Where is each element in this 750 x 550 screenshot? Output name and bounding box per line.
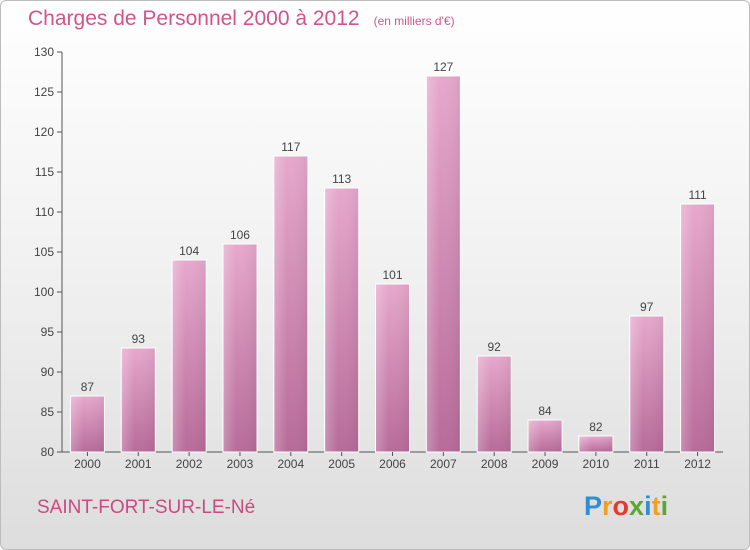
bar-value-label: 111 xyxy=(688,188,707,202)
x-tick-label: 2009 xyxy=(532,457,559,471)
y-tick-label: 105 xyxy=(34,245,54,259)
bar-value-label: 87 xyxy=(81,380,95,394)
bar-value-label: 93 xyxy=(132,332,146,346)
y-tick-label: 100 xyxy=(34,285,54,299)
bar-group xyxy=(69,395,105,453)
bar-shading xyxy=(324,188,359,452)
bar-value-label: 127 xyxy=(433,60,453,74)
bar-group xyxy=(273,155,309,453)
x-tick-label: 2011 xyxy=(634,457,660,471)
bar-group xyxy=(425,75,461,453)
logo-letter: i xyxy=(644,491,652,521)
y-tick-label: 85 xyxy=(41,405,55,419)
bar-group xyxy=(222,243,258,453)
chart-title: Charges de Personnel 2000 à 2012 xyxy=(28,7,360,30)
bar-shading xyxy=(273,156,308,452)
logo-letter: i xyxy=(660,491,669,521)
bar-shading xyxy=(375,284,410,452)
y-tick-label: 115 xyxy=(35,165,54,179)
bar-shading xyxy=(477,356,512,452)
y-tick-label: 120 xyxy=(34,125,54,139)
bar-shading xyxy=(680,204,715,452)
bar-value-label: 104 xyxy=(179,244,199,258)
y-tick-label: 110 xyxy=(35,205,54,219)
bar-group xyxy=(120,347,156,453)
bar-value-label: 101 xyxy=(382,268,402,282)
bar-value-label: 84 xyxy=(538,404,552,418)
x-tick-label: 2008 xyxy=(481,457,508,471)
chart-subtitle: (en milliers d'€) xyxy=(373,14,455,28)
y-tick-label: 130 xyxy=(34,45,54,59)
bar-shading xyxy=(528,420,563,452)
y-tick-label: 80 xyxy=(41,445,55,459)
logo-letter: x xyxy=(629,491,645,521)
location-name: SAINT-FORT-SUR-LE-Né xyxy=(37,497,256,518)
x-tick-label: 2012 xyxy=(684,457,711,471)
y-tick-label: 90 xyxy=(41,365,55,379)
x-tick-label: 2004 xyxy=(277,457,304,471)
bar-shading xyxy=(578,436,613,452)
x-tick-label: 2007 xyxy=(430,457,457,471)
x-tick-label: 2003 xyxy=(227,457,254,471)
bar-group xyxy=(171,259,207,453)
bar-group xyxy=(680,203,716,453)
bar-group xyxy=(527,419,563,453)
bar-shading xyxy=(172,260,207,452)
bar-group xyxy=(578,435,614,453)
x-tick-label: 2005 xyxy=(328,457,355,471)
logo-letter: P xyxy=(584,491,603,521)
bar-value-label: 113 xyxy=(332,172,351,186)
x-tick-label: 2001 xyxy=(125,457,152,471)
y-tick-label: 95 xyxy=(41,325,55,339)
bar-value-label: 97 xyxy=(640,300,654,314)
bar-group xyxy=(324,187,360,453)
title-row: Charges de Personnel 2000 à 2012 (en mill… xyxy=(28,7,455,31)
bar-group xyxy=(629,315,665,453)
proxiti-logo: Proxiti xyxy=(584,491,668,522)
x-tick-label: 2010 xyxy=(583,457,610,471)
logo-letter: r xyxy=(602,491,613,521)
bar-group xyxy=(476,355,512,453)
bar-value-label: 92 xyxy=(488,340,502,354)
bar-shading xyxy=(121,348,156,452)
bar-shading xyxy=(629,316,664,452)
logo-letter: t xyxy=(651,491,661,521)
bar-group xyxy=(375,283,410,453)
logo-letter: o xyxy=(612,491,630,521)
bar-shading xyxy=(426,76,461,452)
y-tick-label: 125 xyxy=(34,85,54,99)
x-tick-label: 2006 xyxy=(379,457,406,471)
bar-shading xyxy=(70,396,105,452)
bar-value-label: 106 xyxy=(230,228,250,242)
bar-value-label: 82 xyxy=(589,420,603,434)
x-tick-label: 2002 xyxy=(176,457,203,471)
x-tick-label: 2000 xyxy=(74,457,101,471)
bar-shading xyxy=(222,244,257,452)
bar-value-label: 117 xyxy=(281,140,300,154)
